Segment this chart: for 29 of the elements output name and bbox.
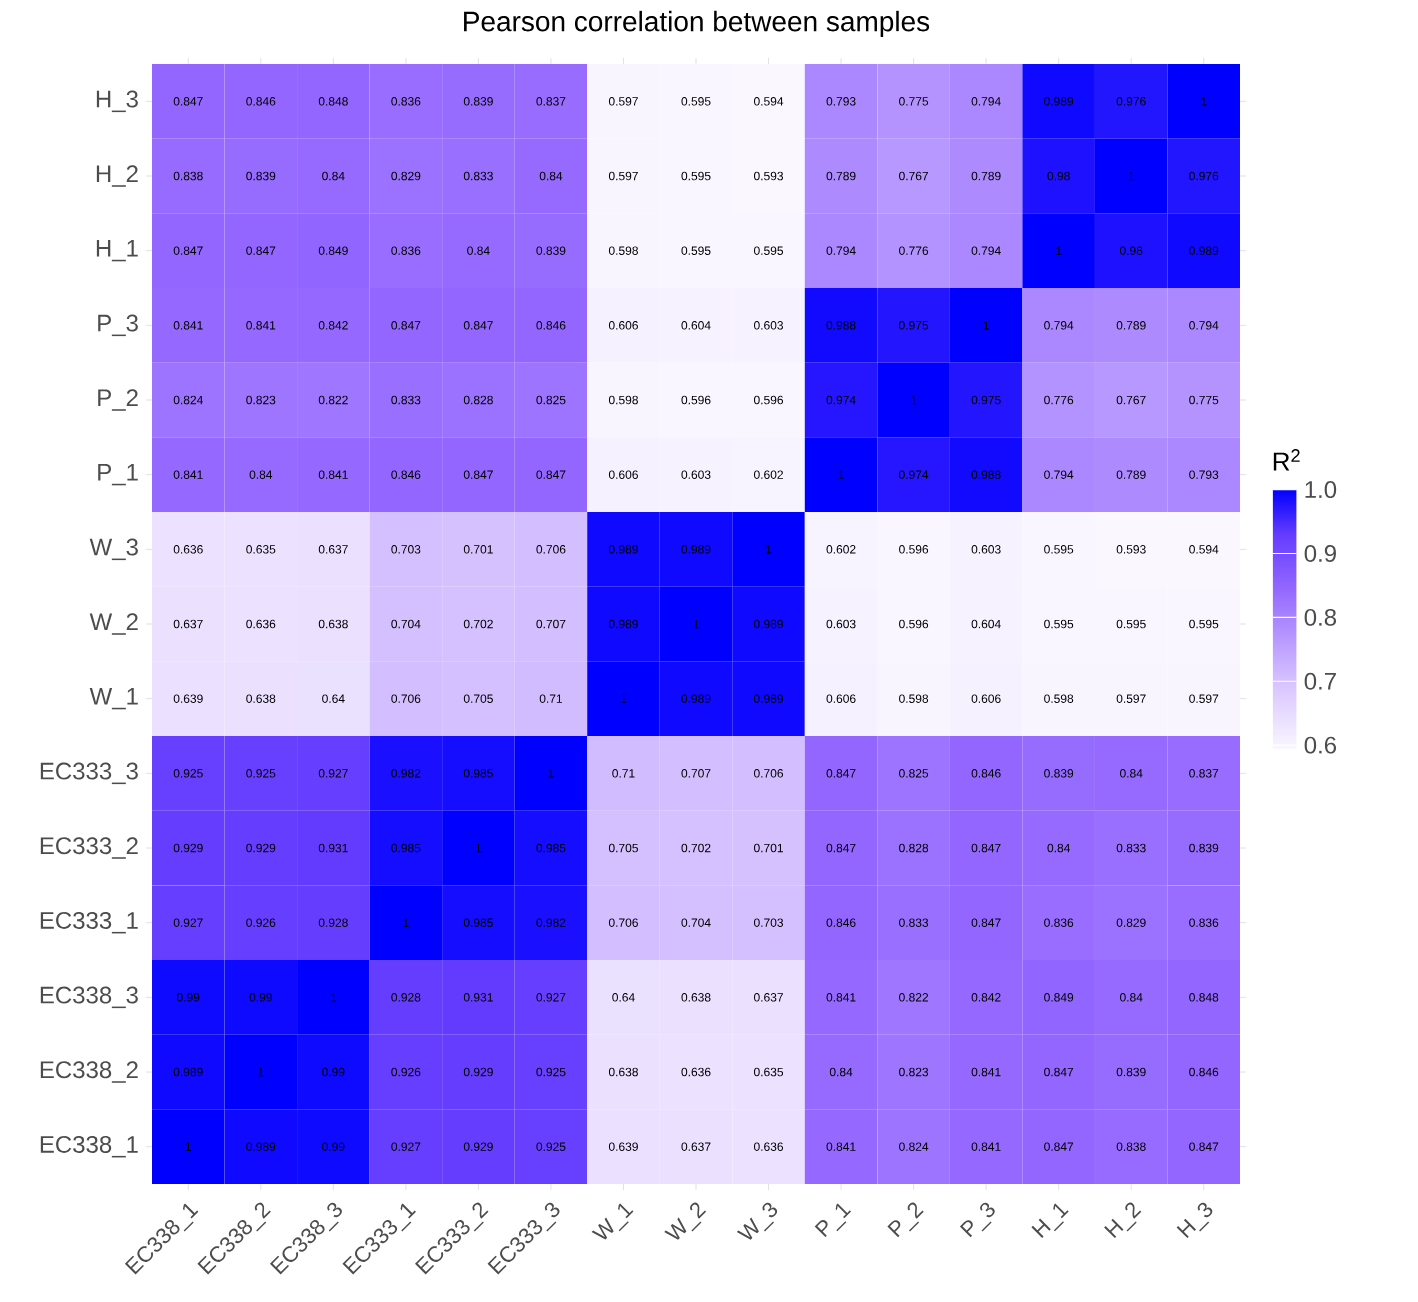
- x-tick-label: P_1: [814, 1203, 852, 1238]
- y-tick-label: W_3: [89, 538, 138, 561]
- y-tick-label: EC338_2: [40, 1061, 138, 1083]
- y-tick-label: P_3: [98, 314, 138, 337]
- y-tick-label: H_1: [96, 240, 138, 262]
- x-tick-label: H_2: [1104, 1202, 1142, 1239]
- y-tick-label: EC333_1: [40, 911, 138, 934]
- color-bar-label: 0.8: [1304, 608, 1337, 626]
- color-bar-label: 0.7: [1304, 672, 1336, 690]
- x-tick-label: W_1: [591, 1203, 634, 1240]
- y-tick-label: EC338_3: [40, 986, 138, 1009]
- x-tick-label: H_3: [1176, 1202, 1213, 1239]
- color-bar-title: R$^{2}$: [1273, 449, 1300, 471]
- color-bar-label: 0.9: [1304, 544, 1336, 562]
- y-tick-label: H_2: [96, 165, 138, 187]
- x-tick-label: H_1: [1031, 1203, 1069, 1238]
- y-tick-label: P_1: [98, 464, 138, 486]
- y-tick-label: EC338_1: [40, 1135, 138, 1158]
- x-tick-label: P_3: [959, 1202, 995, 1238]
- y-tick-label: W_1: [89, 688, 138, 710]
- x-tick-label: P_2: [887, 1202, 924, 1238]
- color-bar-label: 1.0: [1305, 481, 1337, 499]
- color-bar-label: 0.6: [1304, 736, 1337, 754]
- chart-title: Pearson correlation between samples: [464, 10, 930, 37]
- y-tick-label: EC333_3: [40, 762, 138, 785]
- y-tick-label: W_2: [89, 613, 138, 635]
- y-tick-label: H_3: [96, 90, 138, 113]
- y-tick-label: P_2: [98, 389, 138, 411]
- y-tick-label: EC333_2: [40, 837, 138, 859]
